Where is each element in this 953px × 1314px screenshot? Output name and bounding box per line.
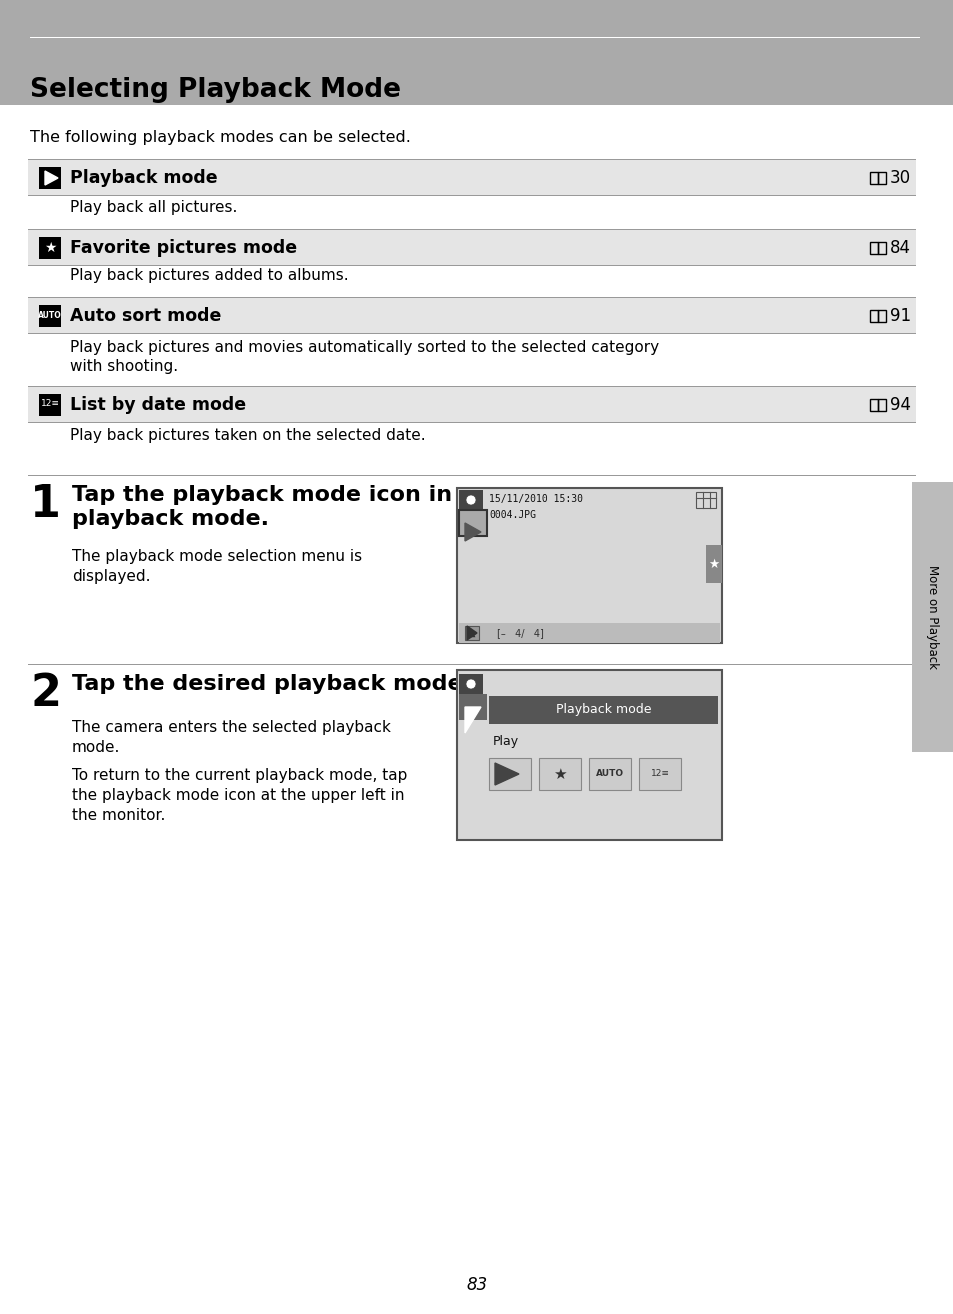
Text: More on Playback: More on Playback bbox=[925, 565, 939, 669]
Text: 83: 83 bbox=[466, 1276, 487, 1294]
Bar bbox=[458, 694, 486, 720]
Bar bbox=[28, 388, 915, 423]
Bar bbox=[869, 242, 877, 254]
Text: 84: 84 bbox=[889, 239, 910, 258]
Text: Play back pictures and movies automatically sorted to the selected category
with: Play back pictures and movies automatica… bbox=[70, 340, 659, 373]
Polygon shape bbox=[464, 523, 480, 541]
Circle shape bbox=[465, 495, 476, 505]
Text: Selecting Playback Mode: Selecting Playback Mode bbox=[30, 78, 400, 102]
Text: 0004.JPG: 0004.JPG bbox=[489, 510, 536, 520]
Bar bbox=[696, 491, 716, 509]
Polygon shape bbox=[495, 763, 518, 784]
Text: AUTO: AUTO bbox=[596, 770, 623, 778]
Text: 2: 2 bbox=[30, 671, 61, 715]
Polygon shape bbox=[45, 171, 58, 185]
Bar bbox=[705, 545, 721, 583]
Polygon shape bbox=[464, 707, 480, 733]
Bar bbox=[458, 674, 482, 694]
Bar bbox=[489, 696, 718, 724]
Text: The camera enters the selected playback
mode.: The camera enters the selected playback … bbox=[71, 720, 391, 754]
Text: 94: 94 bbox=[889, 396, 910, 414]
Bar bbox=[458, 623, 720, 643]
Bar bbox=[458, 510, 486, 536]
Bar bbox=[458, 490, 482, 510]
Circle shape bbox=[465, 679, 476, 689]
Bar bbox=[869, 172, 877, 184]
Text: To return to the current playback mode, tap
the playback mode icon at the upper : To return to the current playback mode, … bbox=[71, 767, 407, 823]
Text: 30: 30 bbox=[889, 170, 910, 187]
Bar bbox=[39, 305, 61, 327]
Text: Tap the playback mode icon in
playback mode.: Tap the playback mode icon in playback m… bbox=[71, 485, 452, 530]
Bar bbox=[456, 670, 721, 840]
Bar bbox=[869, 399, 877, 411]
Text: Tap the desired playback mode icon.: Tap the desired playback mode icon. bbox=[71, 674, 530, 694]
Text: Play back pictures added to albums.: Play back pictures added to albums. bbox=[70, 268, 348, 283]
Text: AUTO: AUTO bbox=[38, 311, 62, 321]
Text: The playback mode selection menu is
displayed.: The playback mode selection menu is disp… bbox=[71, 549, 362, 583]
Bar bbox=[39, 237, 61, 259]
Bar bbox=[538, 758, 580, 790]
Text: The following playback modes can be selected.: The following playback modes can be sele… bbox=[30, 130, 411, 145]
Text: Play back all pictures.: Play back all pictures. bbox=[70, 200, 237, 215]
Bar bbox=[39, 167, 61, 189]
Bar bbox=[28, 160, 915, 196]
Bar bbox=[877, 310, 885, 322]
Text: Playback mode: Playback mode bbox=[70, 170, 217, 187]
Bar bbox=[39, 394, 61, 417]
Text: Playback mode: Playback mode bbox=[556, 703, 651, 716]
Text: ▲: ▲ bbox=[468, 628, 476, 639]
Bar bbox=[877, 242, 885, 254]
Polygon shape bbox=[467, 625, 476, 640]
Bar bbox=[30, 37, 919, 38]
Bar bbox=[28, 298, 915, 334]
Text: Play: Play bbox=[493, 736, 518, 749]
Text: 1: 1 bbox=[30, 484, 61, 526]
Bar bbox=[28, 230, 915, 265]
Text: 12≡: 12≡ bbox=[650, 770, 669, 778]
Bar bbox=[869, 310, 877, 322]
Bar bbox=[639, 758, 680, 790]
Bar bbox=[456, 487, 721, 643]
Bar bbox=[489, 758, 531, 790]
Bar bbox=[588, 758, 630, 790]
Text: Favorite pictures mode: Favorite pictures mode bbox=[70, 239, 296, 258]
Bar bbox=[464, 625, 478, 640]
Text: ★: ★ bbox=[708, 557, 719, 570]
Text: [–   4/   4]: [– 4/ 4] bbox=[497, 628, 543, 639]
Text: Auto sort mode: Auto sort mode bbox=[70, 307, 221, 325]
Bar bbox=[911, 482, 953, 752]
Bar bbox=[877, 172, 885, 184]
Text: List by date mode: List by date mode bbox=[70, 396, 246, 414]
Text: 15/11/2010 15:30: 15/11/2010 15:30 bbox=[489, 494, 582, 505]
Text: 91: 91 bbox=[889, 307, 910, 325]
Bar bbox=[877, 399, 885, 411]
Bar bbox=[0, 0, 953, 105]
Text: Play back pictures taken on the selected date.: Play back pictures taken on the selected… bbox=[70, 428, 425, 443]
Text: ★: ★ bbox=[553, 766, 566, 782]
Text: 12≡: 12≡ bbox=[41, 399, 59, 409]
Text: ★: ★ bbox=[44, 240, 56, 255]
